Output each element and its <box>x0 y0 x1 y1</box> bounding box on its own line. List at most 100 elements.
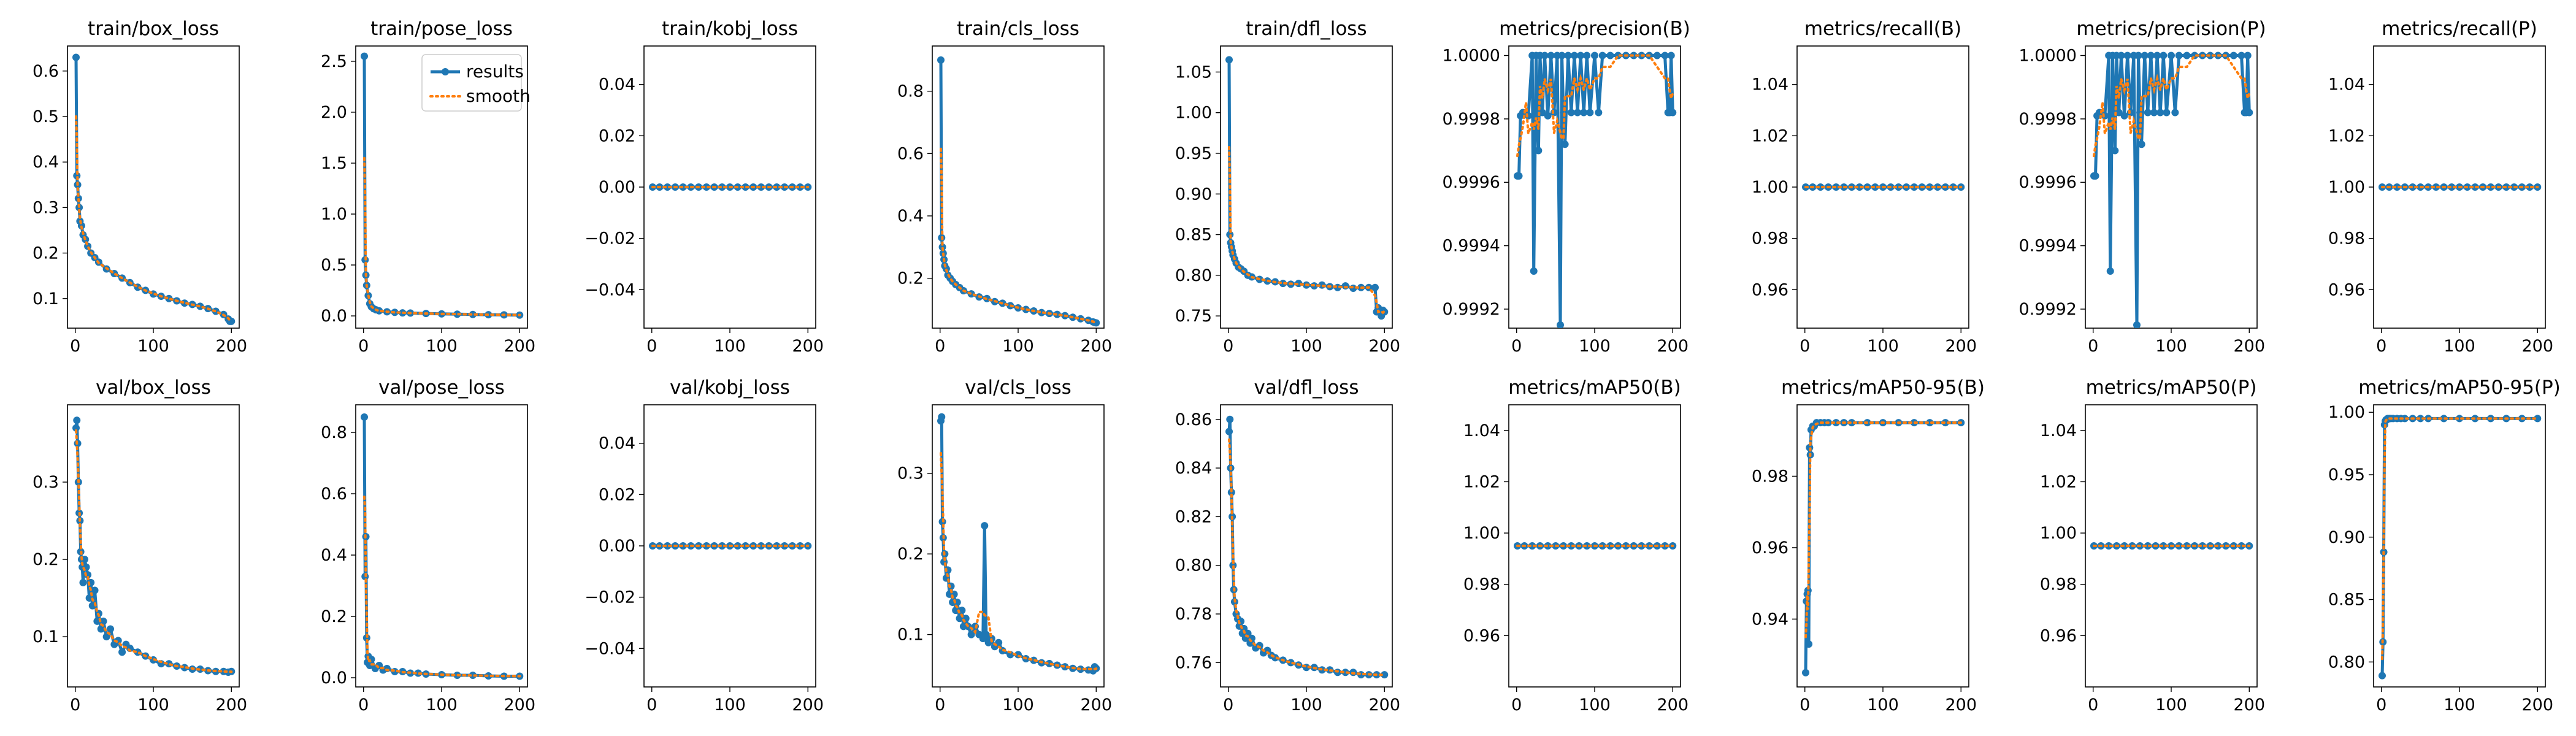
y-tick-label: 2.0 <box>321 103 347 122</box>
results-point <box>1567 542 1575 550</box>
y-tick-label: 1.04 <box>2040 421 2077 440</box>
results-point <box>1557 321 1564 328</box>
plot-area <box>649 183 812 191</box>
axes-frame <box>1220 404 1393 688</box>
x-tick-label: 200 <box>215 696 247 715</box>
y-tick-label: 0.6 <box>897 144 924 163</box>
results-point <box>2150 109 2158 117</box>
y-tick-label: 0.3 <box>33 198 59 217</box>
results-point <box>1661 542 1669 550</box>
results-line <box>939 415 1098 673</box>
y-tick-label: 0.6 <box>321 485 347 504</box>
results-point <box>1591 52 1598 59</box>
y-tick-label: 1.0000 <box>2019 47 2077 66</box>
subplot-title: train/cls_loss <box>957 18 1079 40</box>
results-point <box>702 183 710 191</box>
x-tick-label: 0 <box>1800 696 1810 715</box>
results-line <box>74 418 232 674</box>
y-tick-label: 0.98 <box>1752 467 1788 486</box>
y-tick-label: 0.98 <box>2328 229 2365 248</box>
results-point <box>2486 183 2494 191</box>
y-tick-label: 0.98 <box>2040 575 2077 594</box>
subplot-title: metrics/mAP50(B) <box>1508 377 1681 399</box>
y-tick-label: 1.00 <box>1175 104 1212 123</box>
y-tick-label: 0.02 <box>599 126 635 145</box>
subplot-title: val/pose_loss <box>378 377 505 399</box>
results-point <box>1871 183 1879 191</box>
y-tick-label: 0.9992 <box>1443 300 1500 319</box>
y-tick-label: 1.0000 <box>1443 47 1500 66</box>
y-tick-label: 1.02 <box>1463 472 1500 491</box>
axes-frame <box>1796 404 1969 688</box>
y-tick-label: 0.8 <box>321 423 347 442</box>
results-point <box>1061 663 1069 671</box>
y-tick-label: 1.04 <box>1463 421 1500 440</box>
results-point <box>361 52 368 60</box>
plot-area <box>72 53 236 325</box>
y-tick-label: 0.3 <box>897 464 924 483</box>
x-tick-label: 0 <box>2088 337 2098 356</box>
y-tick-label: 1.02 <box>2040 472 2077 491</box>
results-point <box>796 542 804 550</box>
results-point <box>718 542 726 550</box>
results-line <box>74 57 232 323</box>
subplot-title: metrics/mAP50-95(P) <box>2358 377 2560 399</box>
y-tick-label: 0.90 <box>1175 185 1212 204</box>
subplot-3: train/cls_loss 0 100 200 0.2 0.4 0.6 0.8 <box>897 18 1112 356</box>
y-tick-label: 1.04 <box>2328 75 2365 94</box>
y-tick-label: 0.00 <box>599 537 635 556</box>
subplot-11: val/kobj_loss 0 100 200 −0.04 −0.02 0.00 0.02 0.… <box>585 377 824 715</box>
results-point <box>1535 147 1543 155</box>
results-point <box>1226 415 1234 423</box>
subplot-title: train/kobj_loss <box>662 18 798 40</box>
y-tick-label: 0.0 <box>321 669 347 688</box>
plot-area <box>2379 183 2542 191</box>
results-line <box>1804 421 1961 673</box>
y-tick-label: 0.96 <box>1463 626 1500 645</box>
x-tick-label: 100 <box>1290 337 1322 356</box>
y-tick-label: 0.3 <box>33 473 59 492</box>
x-tick-label: 100 <box>1867 696 1899 715</box>
results-point <box>1832 419 1840 427</box>
y-tick-label: 0.2 <box>33 550 59 569</box>
results-point <box>981 522 989 530</box>
subplot-title: val/box_loss <box>96 377 211 399</box>
results-point <box>2183 52 2191 59</box>
y-tick-label: 1.00 <box>2328 403 2365 422</box>
results-point <box>1622 542 1630 550</box>
x-tick-label: 0 <box>70 337 80 356</box>
y-tick-label: 1.00 <box>1463 524 1500 543</box>
x-tick-label: 100 <box>2444 696 2475 715</box>
results-point <box>1530 267 1538 275</box>
results-point <box>1598 52 1606 59</box>
plot-area <box>649 542 812 550</box>
x-tick-label: 100 <box>1290 696 1322 715</box>
subplot-5: metrics/precision(B) 0 100 200 0.9992 0.9994 0… <box>1443 18 1690 356</box>
axes-frame <box>67 45 240 329</box>
x-tick-label: 100 <box>714 696 746 715</box>
results-point <box>1570 52 1578 59</box>
subplot-title: val/cls_loss <box>965 377 1071 399</box>
axes-frame <box>2373 404 2546 688</box>
results-point <box>664 542 672 550</box>
results-point <box>91 586 99 594</box>
y-tick-label: 1.5 <box>321 154 347 173</box>
results-point <box>1538 109 1546 117</box>
results-point <box>1606 52 1614 59</box>
plot-area <box>1225 415 1389 679</box>
results-point <box>2106 267 2114 275</box>
results-point <box>118 648 126 656</box>
results-point <box>757 183 765 191</box>
results-point <box>702 542 710 550</box>
results-point <box>1661 52 1669 59</box>
results-point <box>1038 309 1046 316</box>
y-tick-label: 0.4 <box>897 207 924 226</box>
results-point <box>1805 640 1813 648</box>
results-point <box>664 183 672 191</box>
smooth-line <box>363 496 521 678</box>
y-tick-label: 0.9994 <box>2019 237 2077 256</box>
results-point <box>1653 52 1661 59</box>
y-tick-label: 1.05 <box>1175 63 1212 82</box>
subplot-4: train/dfl_loss 0 100 200 0.75 0.80 0.85 0.90 0.9… <box>1175 18 1400 356</box>
subplot-9: val/box_loss 0 100 200 0.1 0.2 0.3 <box>33 377 247 715</box>
